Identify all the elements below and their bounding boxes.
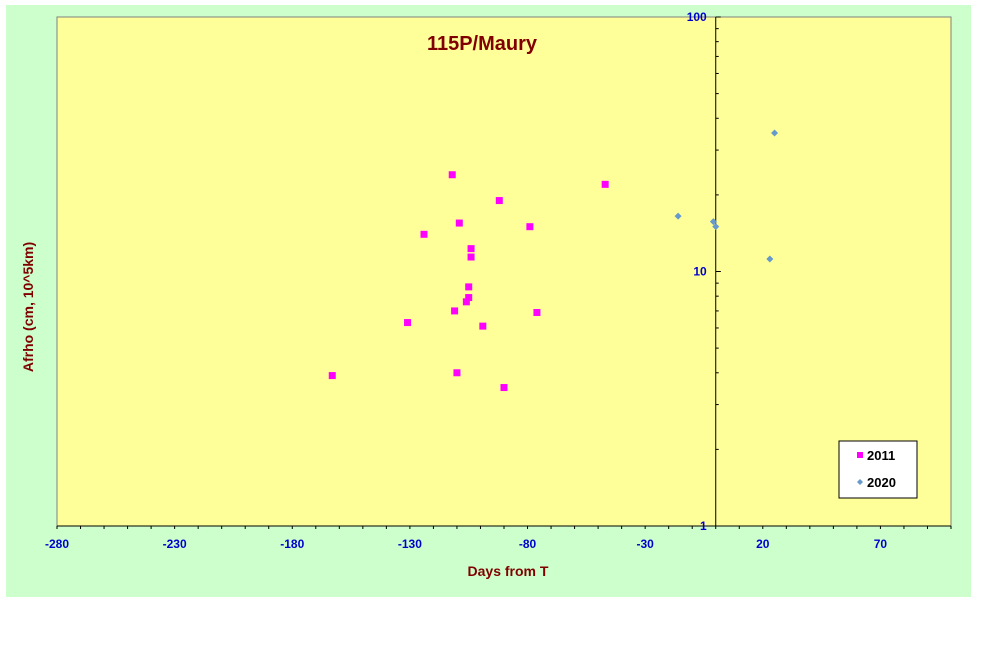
point-2020	[674, 212, 682, 220]
y-tick-label: 10	[693, 265, 707, 279]
point-2011	[467, 253, 475, 261]
y-axis-label: Afrho (cm, 10^5km)	[20, 242, 36, 372]
legend-box	[838, 440, 918, 499]
point-2011	[495, 197, 503, 205]
x-axis-label: Days from T	[468, 563, 549, 579]
y-tick-label: 1	[700, 519, 707, 533]
x-tick-label: 20	[756, 537, 770, 551]
plot-area	[56, 16, 952, 527]
data-points	[328, 129, 779, 392]
x-tick-label: -80	[519, 537, 537, 551]
legend: 2011 2020	[838, 440, 918, 499]
point-2011	[420, 230, 428, 238]
point-2011	[455, 219, 463, 227]
point-2011	[328, 372, 336, 380]
point-2011	[465, 294, 473, 302]
point-2011	[500, 384, 508, 392]
point-2020	[771, 129, 779, 137]
point-2011	[451, 307, 459, 315]
x-tick-label: -180	[280, 537, 304, 551]
point-2011	[467, 245, 475, 253]
point-2020	[712, 223, 720, 231]
x-tick-label: -230	[163, 537, 187, 551]
legend-marker-2011	[857, 452, 863, 458]
point-2011	[448, 171, 456, 179]
point-2011	[404, 319, 412, 327]
legend-label-2020: 2020	[867, 475, 896, 490]
y-tick-label: 100	[687, 10, 707, 24]
point-2011	[462, 298, 470, 306]
point-2011	[601, 180, 609, 188]
legend-marker-2020	[857, 479, 863, 485]
point-2020	[709, 218, 717, 226]
x-tick-label: -280	[45, 537, 69, 551]
point-2011	[533, 309, 541, 317]
point-2011	[479, 322, 487, 330]
chart-title: 115P/Maury	[427, 33, 538, 55]
point-2011	[453, 369, 461, 377]
point-2011	[465, 283, 473, 291]
x-axis: -280 -230 -180 -130 -80 -30 20 70	[45, 525, 952, 551]
x-tick-label: -130	[398, 537, 422, 551]
point-2011	[526, 223, 534, 231]
legend-label-2011: 2011	[867, 448, 895, 463]
chart-area: -280 -230 -180 -130 -80 -30 20 70 1 10 100 115P/M…	[6, 5, 971, 597]
y-axis: 1 10 100	[687, 10, 721, 533]
x-tick-label: -30	[636, 537, 654, 551]
x-tick-label: 70	[874, 537, 888, 551]
chart-svg: -280 -230 -180 -130 -80 -30 20 70 1 10 100 115P/M…	[20, 10, 952, 579]
